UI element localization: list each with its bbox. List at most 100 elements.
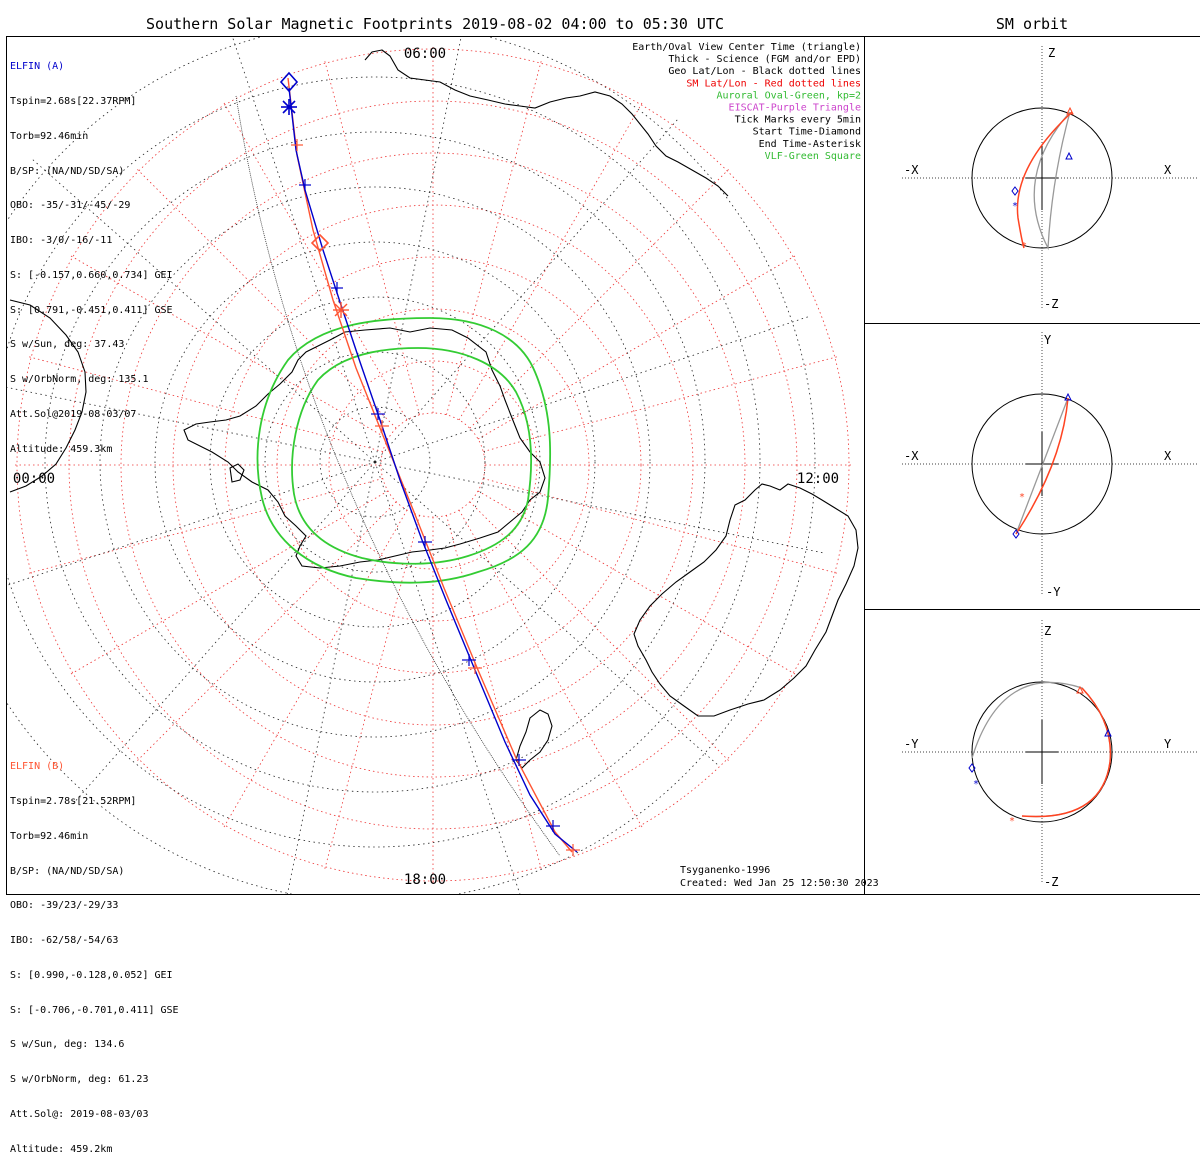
sm-lat-circle [173,205,693,725]
legend-item: Auroral Oval-Green, kp=2 [717,90,862,101]
panel1-bottom-label: -Z [1044,297,1058,311]
elfin-a-line: S: [0.791,-0.451,0.411] GSE [10,305,173,317]
figure: Southern Solar Magnetic Footprints 2019-… [0,0,1200,900]
sm-lon-line [483,478,838,573]
panel3-right-label: Y [1164,737,1172,751]
elfin-a-track [289,88,577,852]
legend-item: EISCAT-Purple Triangle [729,103,861,114]
geo-lon-line [229,26,375,462]
time-label-right: 12:00 [797,471,839,487]
orbit-panel-yz: * * Z -Z -Y Y [902,620,1197,889]
auroral-oval-inner [292,348,531,564]
panel2-right-label: X [1164,449,1172,463]
legend-item: Thick - Science (FGM and/or EPD) [668,54,861,65]
elfin-a-info: ELFIN (A) Tspin=2.68s[22.37RPM] Torb=92.… [10,38,173,467]
elfin-b-line: IBO: -62/58/-54/63 [10,935,179,947]
orbit-panel-xy: * Y -Y -X X [902,332,1197,599]
panel3-top-label: Z [1044,624,1051,638]
sm-lon-line [324,515,419,870]
island-coastline [230,464,244,482]
orbit-panel-xz: * * Z -Z -X X [902,46,1197,311]
orbit-title: SM orbit [996,15,1068,33]
plot-title: Southern Solar Magnetic Footprints 2019-… [146,15,724,33]
legend-item: Tick Marks every 5min [735,115,861,126]
panel2-top-label: Y [1044,333,1052,347]
elfin-b-line: S: [-0.706,-0.701,0.411] GSE [10,1005,179,1017]
legend-item: SM Lat/Lon - Red dotted lines [686,78,861,89]
svg-text:*: * [1019,492,1025,503]
antarctica-coastline [184,328,545,568]
geo-lon-line [375,462,521,898]
sm-lon-line [324,59,419,414]
sm-lon-line [478,255,797,439]
elfin-b-info: ELFIN (B) Tspin=2.78s[21.52RPM] Torb=92.… [10,738,179,1167]
elfin-b-line: Tspin=2.78s[21.52RPM] [10,796,179,808]
geo-lon-line [375,11,466,462]
panel1-left-label: -X [904,163,919,177]
sm-lat-circle [381,413,485,517]
sm-lon-line [459,510,643,829]
svg-text:*: * [1009,816,1015,827]
elfin-b-line: Torb=92.46min [10,831,179,843]
elfin-a-line: Altitude: 459.3km [10,444,173,456]
new-zealand-coastline [516,710,552,768]
panel1-top-label: Z [1048,46,1055,60]
model-label: Tsyganenko-1996 [680,865,770,876]
elfin-b-line: S: [0.990,-0.128,0.052] GEI [10,970,179,982]
svg-text:*: * [973,779,979,790]
sm-lon-line [446,59,541,414]
elfin-b-name: ELFIN (B) [10,761,179,773]
sm-lon-line [470,168,730,428]
elfin-a-line: S w/OrbNorm, deg: 135.1 [10,374,173,386]
sm-lon-line [459,101,643,420]
elfin-a-name: ELFIN (A) [10,61,173,73]
elfin-a-line: S w/Sun, deg: 37.43 [10,339,173,351]
legend-item: Geo Lat/Lon - Black dotted lines [668,66,861,77]
elfin-b-line: Altitude: 459.2km [10,1144,179,1156]
elfin-a-line: OBO: -35/-31/-45/-29 [10,200,173,212]
elfin-b-line: OBO: -39/23/-29/33 [10,900,179,912]
panel2-bottom-label: -Y [1046,585,1061,599]
elfin-b-line: Att.Sol@: 2019-08-03/03 [10,1109,179,1121]
sm-lon-line [478,491,797,675]
panel3-left-label: -Y [904,737,919,751]
elfin-b-end-asterisk [333,302,349,318]
time-label-bottom: 18:00 [404,872,446,888]
elfin-a-line: Torb=92.46min [10,131,173,143]
sm-lon-line [69,491,388,675]
sm-lon-line [446,515,541,870]
sm-lon-line [223,101,407,420]
legend-item: VLF-Green Square [765,151,861,162]
time-label-left: 00:00 [13,471,55,487]
australia-coastline [634,484,858,716]
created-label: Created: Wed Jan 25 12:50:30 2023 [680,878,879,889]
sm-lon-line [136,168,396,428]
sm-lon-line [470,502,730,762]
elfin-a-line: S: [-0.157,0.660,0.734] GEI [10,270,173,282]
geo-lon-line [0,462,375,608]
time-label-top: 06:00 [404,46,446,62]
legend-item: Earth/Oval View Center Time (triangle) [632,42,861,53]
panel3-bottom-label: -Z [1044,875,1058,889]
legend-item: End Time-Asterisk [759,139,861,150]
legend: Earth/Oval View Center Time (triangle)Th… [632,42,861,162]
elfin-a-end-asterisk [281,99,297,115]
elfin-a-line: Tspin=2.68s[22.37RPM] [10,96,173,108]
geo-lon-line [375,316,811,462]
sm-lon-line [483,356,838,451]
sm-lon-line [136,502,396,762]
elfin-a-line: B/SP: (NA/ND/SD/SA) [10,166,173,178]
elfin-a-line: IBO: -3/0/-16/-11 [10,235,173,247]
elfin-b-line: S w/OrbNorm, deg: 61.23 [10,1074,179,1086]
panel2-left-label: -X [904,449,919,463]
panel1-right-label: X [1164,163,1172,177]
legend-item: Start Time-Diamond [753,127,861,138]
geo-lon-line [375,462,826,553]
svg-text:*: * [1021,241,1027,252]
elfin-b-line: B/SP: (NA/ND/SD/SA) [10,866,179,878]
sm-lon-line [27,478,382,573]
sm-lat-circle [277,309,589,621]
sm-lon-line [223,510,407,829]
elfin-b-line: S w/Sun, deg: 134.6 [10,1039,179,1051]
elfin-a-line: Att.Sol@2019-08-03/07 [10,409,173,421]
